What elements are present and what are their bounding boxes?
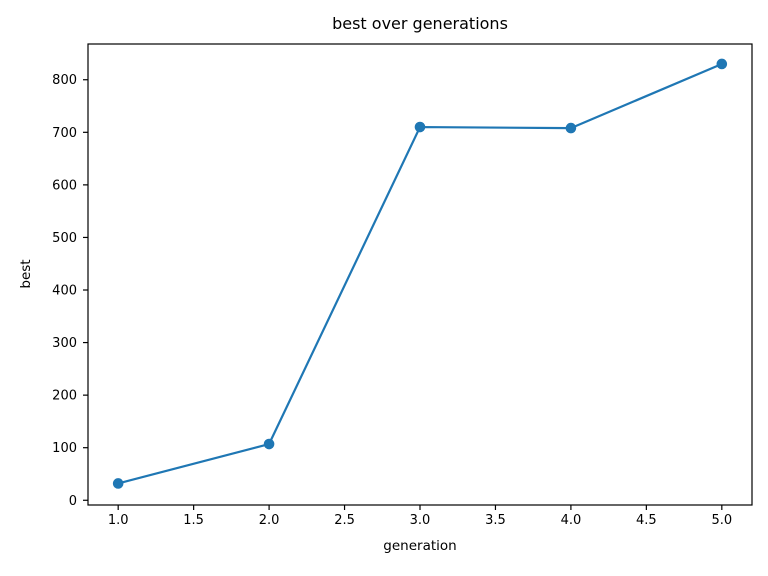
y-tick-label: 200 bbox=[52, 389, 77, 404]
y-tick-label: 0 bbox=[69, 494, 77, 509]
y-tick-label: 400 bbox=[52, 284, 77, 299]
data-point bbox=[263, 438, 275, 450]
data-point bbox=[565, 122, 577, 134]
x-tick-label: 2.0 bbox=[259, 513, 280, 528]
x-axis-label: generation bbox=[383, 538, 457, 554]
x-tick-label: 3.0 bbox=[410, 513, 431, 528]
y-tick-label: 100 bbox=[52, 441, 77, 456]
y-tick-label: 500 bbox=[52, 231, 77, 246]
x-tick-label: 4.5 bbox=[636, 513, 657, 528]
x-tick-label: 5.0 bbox=[711, 513, 732, 528]
x-tick-label: 1.5 bbox=[183, 513, 204, 528]
chart-title: best over generations bbox=[332, 14, 508, 33]
data-point bbox=[112, 478, 124, 489]
data-point bbox=[414, 121, 426, 133]
axes-spines bbox=[87, 43, 753, 506]
y-tick-label: 700 bbox=[52, 126, 77, 141]
x-tick-label: 4.0 bbox=[561, 513, 582, 528]
data-point bbox=[716, 58, 728, 70]
x-tick-label: 1.0 bbox=[108, 513, 129, 528]
x-tick-label: 2.5 bbox=[334, 513, 355, 528]
y-axis-label: best bbox=[18, 259, 34, 289]
x-tick-label: 3.5 bbox=[485, 513, 506, 528]
y-tick-label: 800 bbox=[52, 73, 77, 88]
y-tick-label: 300 bbox=[52, 336, 77, 351]
y-tick-label: 600 bbox=[52, 178, 77, 193]
